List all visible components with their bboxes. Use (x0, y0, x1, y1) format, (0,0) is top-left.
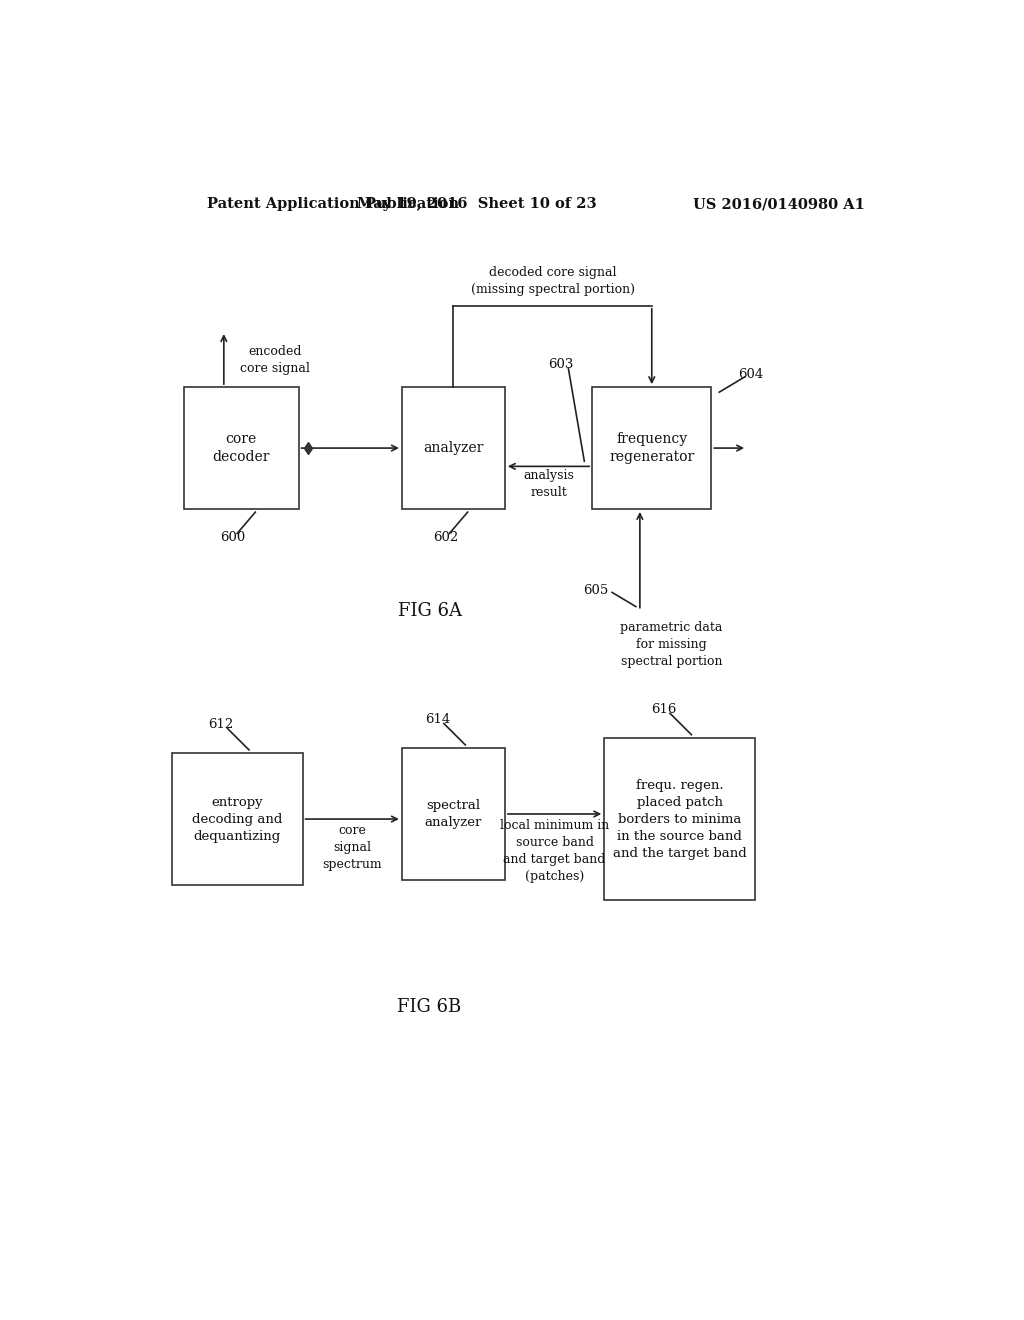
Text: 602: 602 (433, 531, 458, 544)
Text: May 19, 2016  Sheet 10 of 23: May 19, 2016 Sheet 10 of 23 (357, 197, 597, 211)
Text: entropy
decoding and
dequantizing: entropy decoding and dequantizing (191, 796, 283, 842)
Text: core
decoder: core decoder (212, 432, 270, 465)
Text: spectral
analyzer: spectral analyzer (425, 799, 482, 829)
Text: 605: 605 (584, 583, 609, 597)
Bar (172, 752, 303, 886)
Text: 600: 600 (220, 531, 246, 544)
Text: FIG 6A: FIG 6A (397, 602, 462, 619)
Bar (604, 738, 755, 900)
Text: core
signal
spectrum: core signal spectrum (323, 824, 382, 871)
Text: analyzer: analyzer (423, 441, 483, 455)
Text: local minimum in
source band
and target band
(patches): local minimum in source band and target … (500, 818, 609, 883)
Text: Patent Application Publication: Patent Application Publication (207, 197, 460, 211)
Text: frequency
regenerator: frequency regenerator (609, 432, 694, 465)
Bar (401, 387, 505, 510)
Text: 616: 616 (651, 702, 677, 715)
Text: FIG 6B: FIG 6B (397, 998, 462, 1016)
Text: 612: 612 (209, 718, 233, 731)
Text: parametric data
for missing
spectral portion: parametric data for missing spectral por… (621, 620, 723, 668)
Text: 614: 614 (425, 713, 451, 726)
Text: 604: 604 (738, 368, 764, 381)
Text: analysis
result: analysis result (523, 470, 574, 499)
Bar (401, 748, 505, 880)
Bar (592, 387, 712, 510)
Text: decoded core signal
(missing spectral portion): decoded core signal (missing spectral po… (471, 265, 635, 296)
Text: US 2016/0140980 A1: US 2016/0140980 A1 (693, 197, 864, 211)
Text: 603: 603 (548, 358, 573, 371)
Text: frequ. regen.
placed patch
borders to minima
in the source band
and the target b: frequ. regen. placed patch borders to mi… (612, 779, 746, 859)
Text: encoded
core signal: encoded core signal (240, 345, 309, 375)
Bar (183, 387, 299, 510)
